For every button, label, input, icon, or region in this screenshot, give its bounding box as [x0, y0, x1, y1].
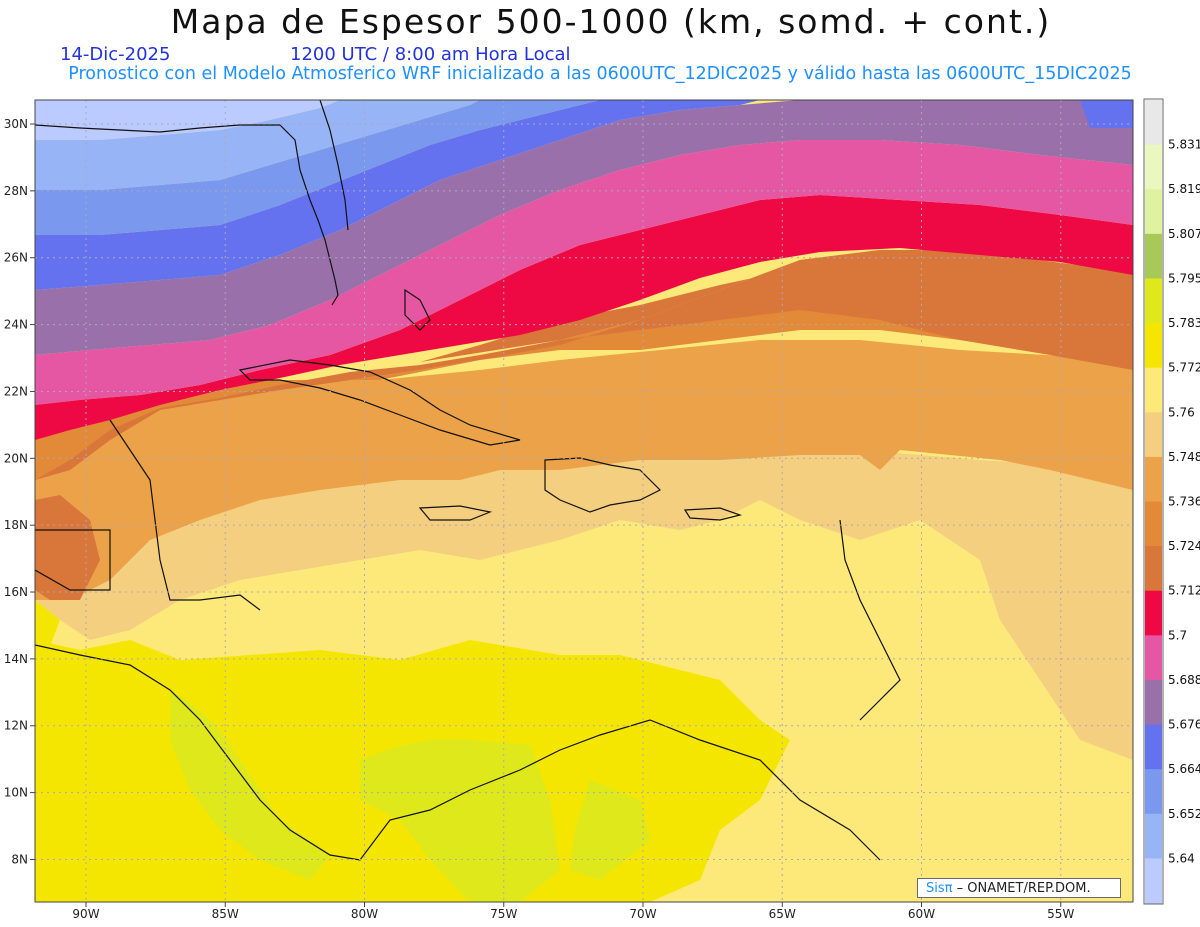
- lon-label-7: 55W: [1047, 907, 1074, 921]
- coastlines: [35, 100, 901, 861]
- graticule: [35, 100, 1133, 902]
- band-5.652: [35, 100, 600, 235]
- forecast-date: 14-Dic-2025: [60, 44, 171, 65]
- lon-label-1: 85W: [212, 907, 239, 921]
- band-5.712: [35, 250, 1133, 480]
- colorbar-swatch-15: [1145, 769, 1162, 815]
- band-5.736: [35, 340, 1133, 600]
- lat-label-1: 28N: [4, 184, 28, 198]
- colorbar-label-7: 5.748: [1168, 450, 1200, 464]
- lat-label-4: 22N: [4, 384, 28, 398]
- lat-label-7: 16N: [4, 585, 28, 599]
- band-5.712-c: [35, 495, 100, 600]
- lat-label-5: 20N: [4, 451, 28, 465]
- colorbar-label-2: 5.807: [1168, 227, 1200, 241]
- colorbar-swatch-17: [1145, 858, 1162, 904]
- forecast-time: 1200 UTC / 8:00 am Hora Local: [290, 44, 571, 65]
- colorbar-label-14: 5.664: [1168, 762, 1200, 776]
- map-title: Mapa de Espesor 500-1000 (km, somd. + co…: [170, 2, 1052, 41]
- colorbar-label-5: 5.772: [1168, 361, 1200, 375]
- band-5.712-b: [420, 250, 1133, 362]
- map-frame: [34, 99, 1134, 903]
- colorbar-swatch-14: [1145, 724, 1162, 770]
- lat-label-11: 8N: [11, 852, 28, 866]
- lon-label-2: 80W: [351, 907, 378, 921]
- colorbar-swatch-5: [1145, 323, 1162, 369]
- colorbar-label-9: 5.724: [1168, 539, 1200, 553]
- credit-text: – ONAMET/REP.DOM.: [956, 881, 1091, 896]
- colorbar-swatch-6: [1145, 367, 1162, 413]
- lat-label-3: 24N: [4, 318, 28, 332]
- colorbar-swatch-8: [1145, 456, 1162, 502]
- colorbar-swatch-2: [1145, 189, 1162, 235]
- lat-label-0: 30N: [4, 117, 28, 131]
- lon-label-4: 70W: [629, 907, 656, 921]
- colorbar-frame: [1143, 98, 1164, 905]
- colorbar-label-10: 5.712: [1168, 584, 1200, 598]
- colorbar-label-3: 5.795: [1168, 271, 1200, 285]
- thickness-field: [35, 100, 1133, 902]
- band-5.783-c: [570, 780, 650, 880]
- colorbar-label-16: 5.64: [1168, 851, 1195, 865]
- colorbar: 5.831 5.819 5.807 5.795 5.783 5.772 5.76 5.748 5…: [1143, 98, 1200, 905]
- colorbar-swatch-13: [1145, 679, 1162, 726]
- lat-label-9: 12N: [4, 719, 28, 733]
- band-5.664-b: [1080, 100, 1133, 128]
- colorbar-label-4: 5.783: [1168, 316, 1200, 330]
- colorbar-label-8: 5.736: [1168, 495, 1200, 509]
- band-5.748: [35, 450, 1133, 760]
- band-5.64: [35, 100, 480, 190]
- colorbar-swatch-11: [1145, 590, 1162, 636]
- colorbar-label-15: 5.652: [1168, 807, 1200, 821]
- band-5.688: [35, 140, 1133, 405]
- lon-label-5: 65W: [769, 907, 796, 921]
- colorbar-swatch-7: [1145, 412, 1162, 458]
- colorbar-swatch-12: [1145, 635, 1162, 681]
- colorbar-label-1: 5.819: [1168, 182, 1200, 196]
- colorbar-swatch-3: [1145, 233, 1162, 279]
- colorbar-swatch-1: [1145, 144, 1162, 190]
- band-5.772-b: [35, 600, 60, 680]
- colorbar-label-12: 5.688: [1168, 673, 1200, 687]
- lon-label-6: 60W: [908, 907, 935, 921]
- lon-label-3: 75W: [490, 907, 517, 921]
- colorbar-swatch-9: [1145, 501, 1162, 547]
- colorbar-swatch-0: [1145, 100, 1162, 146]
- band-5.783: [170, 690, 330, 880]
- band-5.7: [35, 195, 1133, 440]
- colorbar-swatch-10: [1145, 546, 1162, 592]
- lat-label-8: 14N: [4, 652, 28, 666]
- colorbar-label-13: 5.676: [1168, 718, 1200, 732]
- lat-label-2: 26N: [4, 251, 28, 265]
- sis-logo-text: Sisπ: [926, 881, 953, 896]
- forecast-subtitle: Pronostico con el Modelo Atmosferico WRF…: [68, 64, 1132, 84]
- colorbar-swatch-16: [1145, 813, 1162, 859]
- lon-label-0: 90W: [72, 907, 99, 921]
- colorbar-label-0: 5.831: [1168, 138, 1200, 152]
- axes: 90W 85W 80W 75W 70W 65W 60W 55W 30N 28N 26N 24N 22N 2…: [4, 117, 1075, 921]
- colorbar-swatch-4: [1145, 278, 1162, 324]
- lat-label-10: 10N: [4, 786, 28, 800]
- lat-label-6: 18N: [4, 518, 28, 532]
- band-5.676: [35, 100, 1133, 355]
- credit-box: Sisπ – ONAMET/REP.DOM.: [917, 878, 1121, 898]
- colorbar-label-11: 5.7: [1168, 628, 1187, 642]
- band-5.783-b: [360, 739, 560, 902]
- band-5.664: [35, 100, 760, 290]
- colorbar-label-6: 5.76: [1168, 405, 1195, 419]
